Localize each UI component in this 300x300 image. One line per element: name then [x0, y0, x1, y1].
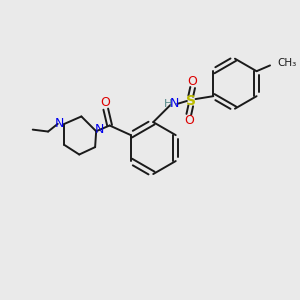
Text: S: S [186, 94, 196, 108]
Text: O: O [184, 114, 194, 127]
Text: H: H [164, 99, 172, 109]
Text: CH₃: CH₃ [278, 58, 297, 68]
Text: N: N [94, 123, 104, 136]
Text: O: O [188, 75, 198, 88]
Text: O: O [100, 96, 110, 109]
Text: N: N [170, 98, 179, 110]
Text: N: N [55, 117, 64, 130]
